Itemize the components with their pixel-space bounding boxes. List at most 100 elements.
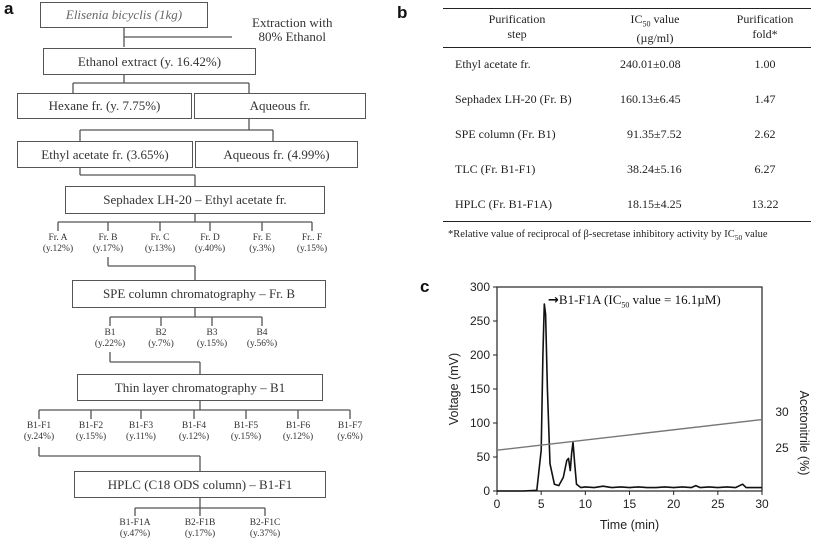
fraction-yield: (y.40%)	[194, 244, 226, 254]
voltage-trace	[497, 303, 762, 492]
row-ic50: 240.01±0.08	[620, 57, 681, 71]
fraction-yield: (y.15%)	[296, 244, 328, 254]
x-axis-label: Time (min)	[600, 518, 659, 532]
tlc-fraction: B1-F6 (y.12%)	[283, 421, 313, 443]
row-ic50: 38.24±5.16	[627, 162, 682, 176]
sephadex-fraction: Fr. D (y.40%)	[195, 233, 225, 255]
x-tick-label: 25	[711, 497, 725, 511]
plot-frame	[496, 286, 763, 492]
extraction-note: Extraction with 80% Ethanol	[252, 16, 333, 44]
y-tick-label: 300	[470, 280, 490, 294]
x-tick-label: 0	[494, 497, 501, 511]
y-tick-label: 250	[470, 314, 490, 328]
fraction-yield: (y.11%)	[126, 432, 156, 442]
fraction-yield: (y.17%)	[184, 529, 216, 539]
fraction-name: Fr. C	[150, 233, 170, 243]
tlc-fraction: B1-F4 (y.12%)	[179, 421, 209, 443]
fraction-yield: (y.15%)	[75, 432, 107, 442]
y2-tick-label: 30	[775, 405, 789, 419]
header-ic50-sub: 50	[642, 19, 651, 29]
header-step-line1: Purification	[488, 12, 546, 26]
spe-fraction: B3 (y.15%)	[197, 328, 227, 350]
ethanol-extract-box: Ethanol extract (y. 16.42%)	[43, 48, 256, 75]
spe-box: SPE column chromatography – Fr. B	[72, 280, 326, 308]
tlc-fraction: B1-F5 (y.15%)	[231, 421, 261, 443]
aqueous-fraction-2-box: Aqueous fr. (4.99%)	[195, 141, 358, 168]
fraction-yield: (y.7%)	[148, 339, 174, 349]
footnote-suffix: value	[742, 229, 768, 240]
row-step: SPE column (Fr. B1)	[455, 127, 556, 141]
ethyl-acetate-fraction-box: Ethyl acetate fr. (3.65%)	[17, 141, 193, 168]
header-fold: Purification fold*	[720, 12, 810, 42]
fraction-yield: (y.47%)	[119, 529, 151, 539]
y2-axis-label: Acetonitrile (%)	[797, 391, 811, 476]
row-ic50: 91.35±7.52	[627, 127, 682, 141]
spe-fraction: B2 (y.7%)	[148, 328, 174, 350]
table-row: Sephadex LH-20 (Fr. B)	[455, 92, 572, 107]
extraction-note-line2: 80% Ethanol	[258, 29, 327, 44]
x-tick-label: 15	[623, 497, 637, 511]
fraction-yield: (y.6%)	[337, 432, 363, 442]
fraction-name: B2-F1B	[184, 518, 216, 528]
fraction-name: B1-F7	[337, 421, 363, 431]
fraction-name: B1-F1	[26, 421, 52, 431]
hplc-fraction: B2-F1C (y.37%)	[250, 518, 281, 540]
sephadex-fraction: Fr. B (y.17%)	[93, 233, 123, 255]
row-step: Sephadex LH-20 (Fr. B)	[455, 92, 572, 106]
fraction-yield: (y.15%)	[230, 432, 262, 442]
sephadex-fraction: Fr. A (y.12%)	[43, 233, 73, 255]
hplc-fraction: B2-F1B (y.17%)	[185, 518, 216, 540]
fraction-name: Fr. A	[48, 233, 68, 243]
fraction-yield: (y.12%)	[178, 432, 210, 442]
row-fold: 1.00	[754, 57, 776, 71]
x-tick-label: 5	[538, 497, 545, 511]
arrow-icon: →	[548, 293, 559, 308]
source-box: Elisenia bicyclis (1kg)	[40, 2, 208, 28]
panel-label-b: b	[397, 3, 408, 22]
tlc-box: Thin layer chromatography – B1	[77, 374, 323, 401]
fraction-name: B3	[206, 328, 218, 338]
fraction-name: Fr. B	[98, 233, 118, 243]
fraction-name: B4	[256, 328, 268, 338]
spe-fraction: B4 (y.56%)	[247, 328, 277, 350]
row-step: HPLC (Fr. B1-F1A)	[455, 197, 553, 211]
header-ic50-suffix: value	[650, 12, 680, 26]
hplc-fraction: B1-F1A (y.47%)	[119, 518, 150, 540]
panel-label-c: c	[420, 277, 430, 296]
tlc-fraction: B1-F3 (y.11%)	[126, 421, 156, 443]
fraction-yield: (y.22%)	[94, 339, 126, 349]
fraction-yield: (y.56%)	[246, 339, 278, 349]
fraction-yield: (y.17%)	[92, 244, 124, 254]
fraction-name: B1	[104, 328, 116, 338]
annotation-suffix: value = 16.1µM)	[629, 292, 721, 307]
fraction-name: B2	[155, 328, 167, 338]
footnote-prefix: *Relative value of reciprocal of β-secre…	[448, 229, 735, 240]
fraction-name: B1-F4	[181, 421, 207, 431]
panel-label-a: a	[4, 0, 14, 18]
x-tick-label: 20	[667, 497, 681, 511]
fraction-name: B2-F1C	[249, 518, 281, 528]
row-step: TLC (Fr. B1-F1)	[455, 162, 536, 176]
y-tick-label: 100	[470, 416, 490, 430]
fraction-yield: (y.15%)	[196, 339, 228, 349]
table-top-rule	[443, 8, 811, 9]
table-row: HPLC (Fr. B1-F1A)	[455, 197, 552, 212]
tlc-fraction: B1-F2 (y.15%)	[76, 421, 106, 443]
fraction-name: Fr. D	[200, 233, 220, 243]
sephadex-fraction: Fr. E (y.3%)	[249, 233, 275, 255]
x-tick-label: 10	[579, 497, 593, 511]
fraction-yield: (y.37%)	[249, 529, 281, 539]
hexane-fraction-box: Hexane fr. (y. 7.75%)	[17, 93, 192, 119]
table-row: TLC (Fr. B1-F1)	[455, 162, 535, 177]
fraction-name: B1-F6	[285, 421, 311, 431]
annotation-sub: 50	[621, 300, 630, 310]
aqueous-fraction-box: Aqueous fr.	[194, 93, 366, 119]
fraction-name: B1-F5	[233, 421, 259, 431]
y2-tick-label: 25	[775, 441, 789, 455]
peak-annotation: →B1-F1A (IC50 value = 16.1µM)	[548, 292, 721, 310]
spe-fraction: B1 (y.22%)	[95, 328, 125, 350]
header-fold-line1: Purification	[736, 12, 794, 26]
tlc-fraction: B1-F7 (y.6%)	[337, 421, 363, 443]
